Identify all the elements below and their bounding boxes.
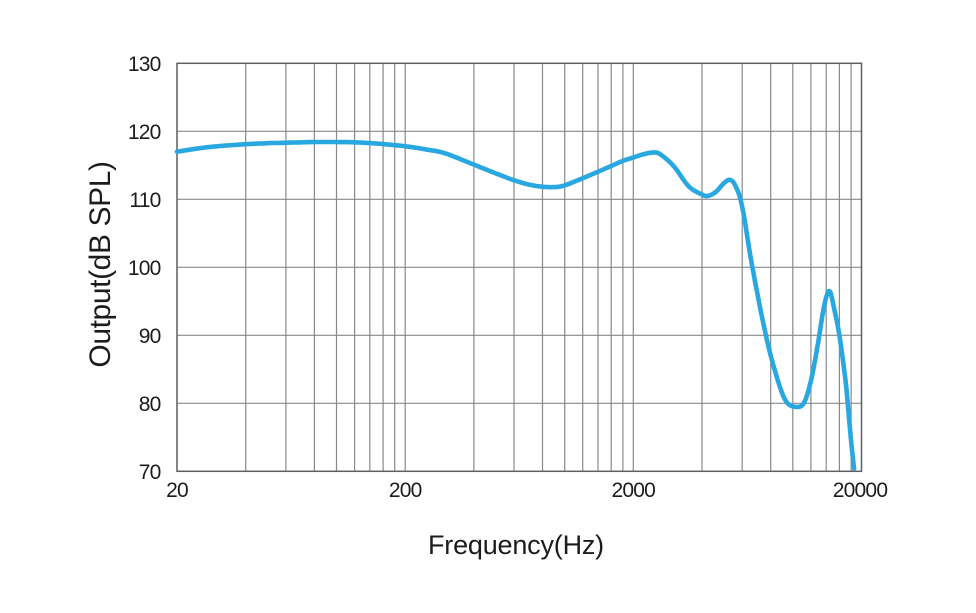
svg-text:200: 200 <box>389 479 422 502</box>
svg-text:110: 110 <box>129 189 160 212</box>
svg-text:20: 20 <box>166 479 188 502</box>
svg-text:130: 130 <box>128 53 161 76</box>
svg-text:120: 120 <box>128 121 161 144</box>
svg-text:80: 80 <box>139 393 161 416</box>
svg-text:70: 70 <box>139 461 161 484</box>
svg-text:20000: 20000 <box>833 479 888 502</box>
svg-text:90: 90 <box>139 325 161 348</box>
svg-text:Frequency(Hz): Frequency(Hz) <box>428 530 604 560</box>
svg-text:100: 100 <box>128 257 161 280</box>
svg-text:Output(dB SPL): Output(dB SPL) <box>84 161 117 367</box>
svg-text:2000: 2000 <box>612 479 656 502</box>
